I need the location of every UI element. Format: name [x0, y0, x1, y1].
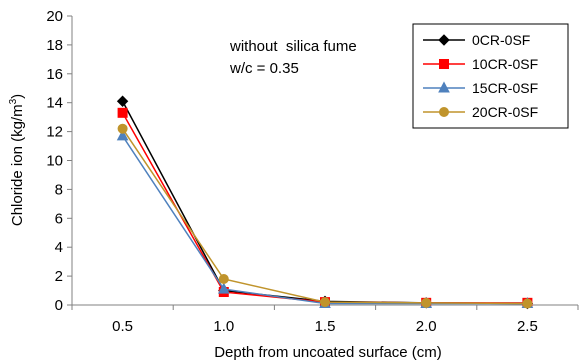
x-tick-label: 2.5: [517, 318, 538, 335]
legend-item: 15CR-0SF: [423, 80, 538, 96]
x-tick-label: 0.5: [112, 318, 133, 335]
y-axis-title-superscript: 3: [8, 98, 19, 104]
data-point: [421, 297, 432, 308]
data-point: [522, 298, 533, 309]
x-tick-label: 1.0: [213, 318, 234, 335]
legend-marker: [439, 59, 449, 69]
y-axis-title-end: ): [9, 94, 26, 99]
annotation-water-cement-ratio: w/c = 0.35: [229, 60, 299, 77]
y-tick-label: 2: [55, 268, 63, 285]
data-point: [218, 273, 229, 284]
legend-box: [412, 23, 569, 129]
y-axis-title: Chloride ion (kg/m3): [8, 94, 26, 226]
x-axis-ticks: 0.5 1.0 1.5 2.0 2.5: [71, 305, 579, 335]
legend-label: 15CR-0SF: [472, 80, 538, 96]
series-15CR-0SF: [116, 129, 534, 309]
y-tick-label: 12: [46, 124, 63, 141]
y-axis-title-base: Chloride ion (kg/m: [9, 104, 26, 226]
series-20CR-0SF: [117, 123, 533, 309]
series-line: [121, 100, 528, 305]
legend-marker: [439, 107, 449, 117]
y-axis-ticks: 0 2 4 6 8 10 12 14 16 18 20: [46, 8, 72, 314]
series-layer: [116, 95, 534, 310]
data-point: [116, 129, 129, 141]
legend-label: 20CR-0SF: [472, 104, 538, 120]
x-tick-label: 1.5: [315, 318, 336, 335]
annotation-silica-fume: without silica fume: [229, 38, 357, 55]
data-point: [320, 297, 330, 308]
y-tick-label: 10: [46, 153, 63, 170]
y-tick-label: 0: [55, 297, 63, 314]
legend-item: 0CR-0SF: [423, 32, 530, 48]
data-point: [117, 107, 128, 118]
legend-item: 20CR-0SF: [423, 104, 538, 120]
x-tick-label: 2.0: [416, 318, 437, 335]
legend: 0CR-0SF 10CR-0SF 15CR-0SF 20CR-0SF: [412, 23, 569, 129]
y-tick-label: 8: [55, 181, 63, 198]
x-axis-title: Depth from uncoated surface (cm): [214, 344, 442, 361]
y-tick-label: 14: [46, 95, 63, 112]
legend-marker: [438, 81, 450, 93]
data-point: [117, 123, 128, 134]
y-tick-label: 4: [55, 239, 63, 256]
series-line: [121, 112, 528, 304]
y-tick-label: 20: [46, 8, 63, 25]
legend-item: 10CR-0SF: [423, 56, 538, 72]
legend-label: 10CR-0SF: [472, 56, 538, 72]
y-tick-label: 16: [46, 66, 63, 83]
y-tick-label: 18: [46, 37, 63, 54]
y-tick-label: 6: [55, 210, 63, 227]
legend-label: 0CR-0SF: [472, 32, 530, 48]
data-point: [217, 282, 230, 294]
data-point: [116, 95, 129, 107]
legend-marker: [438, 34, 450, 46]
